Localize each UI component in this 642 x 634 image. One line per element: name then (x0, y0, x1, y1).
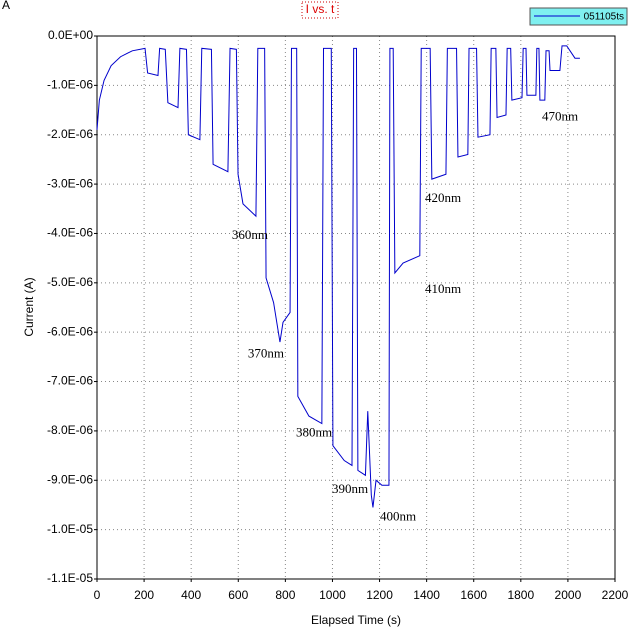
y-tick-label: 0.0E+00 (48, 28, 93, 42)
annotation: 410nm (425, 281, 461, 296)
x-axis-label: Elapsed Time (s) (311, 613, 401, 627)
annotation: 360nm (232, 227, 268, 242)
y-axis-label: Current (A) (22, 277, 36, 336)
x-tick-label: 2200 (602, 588, 629, 602)
x-tick-label: 400 (181, 588, 201, 602)
y-tick-label: -2.0E-06 (47, 127, 93, 141)
y-tick-label: -5.0E-06 (47, 275, 93, 289)
annotation: 400nm (380, 508, 416, 523)
x-tick-label: 1800 (507, 588, 534, 602)
x-tick-label: 1600 (460, 588, 487, 602)
x-tick-label: 2000 (555, 588, 582, 602)
y-tick-label: -8.0E-06 (47, 423, 93, 437)
chart-title: I vs. t (306, 2, 335, 16)
legend-label: 051105ts (584, 12, 624, 23)
x-tick-label: 1200 (366, 588, 393, 602)
y-tick-label: -6.0E-06 (47, 324, 93, 338)
y-tick-label: -7.0E-06 (47, 374, 93, 388)
x-tick-label: 600 (228, 588, 248, 602)
annotation: 420nm (425, 190, 461, 205)
annotation: 380nm (296, 424, 332, 439)
annotation: 390nm (332, 481, 368, 496)
title-box (301, 1, 339, 19)
corner-label: A (2, 0, 10, 12)
annotation: 370nm (248, 345, 284, 360)
line-series (96, 45, 580, 508)
y-tick-label: -1.1E-05 (47, 571, 93, 585)
x-tick-label: 1000 (319, 588, 346, 602)
x-tick-label: 800 (275, 588, 295, 602)
x-tick-label: 200 (134, 588, 154, 602)
y-tick-label: -9.0E-06 (47, 472, 93, 486)
x-tick-label: 1400 (413, 588, 440, 602)
annotation: 470nm (542, 108, 578, 123)
y-tick-label: -3.0E-06 (47, 176, 93, 190)
x-tick-label: 0 (94, 588, 101, 602)
y-tick-label: -1.0E-06 (47, 78, 93, 92)
y-tick-label: -4.0E-06 (47, 226, 93, 240)
plot-frame (96, 35, 616, 580)
y-tick-label: -1.0E-05 (47, 522, 93, 536)
